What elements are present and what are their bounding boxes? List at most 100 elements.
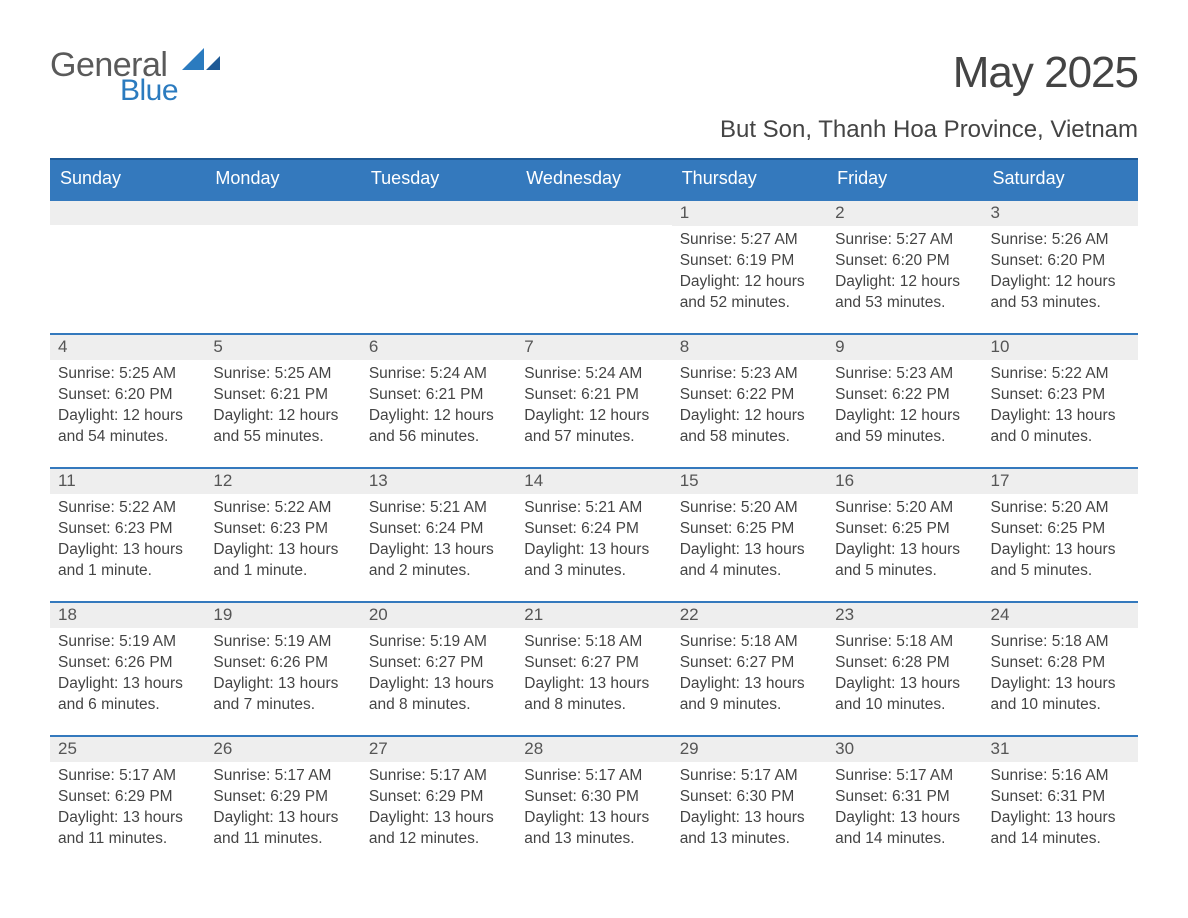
page: General Blue May 2025 But Son, Thanh Hoa… bbox=[0, 0, 1188, 909]
sunrise-line: Sunrise: 5:17 AM bbox=[680, 766, 819, 787]
day-details: Sunrise: 5:19 AMSunset: 6:26 PMDaylight:… bbox=[205, 628, 360, 726]
calendar-day: 5Sunrise: 5:25 AMSunset: 6:21 PMDaylight… bbox=[205, 335, 360, 467]
sunrise-line: Sunrise: 5:22 AM bbox=[991, 364, 1130, 385]
calendar-day: 1Sunrise: 5:27 AMSunset: 6:19 PMDaylight… bbox=[672, 201, 827, 333]
sunset-line: Sunset: 6:21 PM bbox=[524, 385, 663, 406]
daylight-line: Daylight: 13 hours and 10 minutes. bbox=[835, 674, 974, 716]
daylight-line: Daylight: 12 hours and 55 minutes. bbox=[213, 406, 352, 448]
calendar-day: 19Sunrise: 5:19 AMSunset: 6:26 PMDayligh… bbox=[205, 603, 360, 735]
sunset-line: Sunset: 6:25 PM bbox=[835, 519, 974, 540]
daylight-line: Daylight: 12 hours and 54 minutes. bbox=[58, 406, 197, 448]
sunset-line: Sunset: 6:31 PM bbox=[991, 787, 1130, 808]
day-details: Sunrise: 5:25 AMSunset: 6:20 PMDaylight:… bbox=[50, 360, 205, 458]
calendar-day: 23Sunrise: 5:18 AMSunset: 6:28 PMDayligh… bbox=[827, 603, 982, 735]
day-details: Sunrise: 5:17 AMSunset: 6:29 PMDaylight:… bbox=[205, 762, 360, 860]
sunset-line: Sunset: 6:28 PM bbox=[835, 653, 974, 674]
calendar-day: 14Sunrise: 5:21 AMSunset: 6:24 PMDayligh… bbox=[516, 469, 671, 601]
sunrise-line: Sunrise: 5:25 AM bbox=[213, 364, 352, 385]
daylight-line: Daylight: 13 hours and 4 minutes. bbox=[680, 540, 819, 582]
daylight-line: Daylight: 13 hours and 13 minutes. bbox=[524, 808, 663, 850]
day-number: 13 bbox=[361, 469, 516, 494]
weekday-header: Friday bbox=[827, 160, 982, 199]
daylight-line: Daylight: 12 hours and 59 minutes. bbox=[835, 406, 974, 448]
day-number: 8 bbox=[672, 335, 827, 360]
day-details: Sunrise: 5:19 AMSunset: 6:26 PMDaylight:… bbox=[50, 628, 205, 726]
sunrise-line: Sunrise: 5:27 AM bbox=[680, 230, 819, 251]
daylight-line: Daylight: 12 hours and 52 minutes. bbox=[680, 272, 819, 314]
day-number: 3 bbox=[983, 201, 1138, 226]
day-number: 22 bbox=[672, 603, 827, 628]
day-details: Sunrise: 5:20 AMSunset: 6:25 PMDaylight:… bbox=[827, 494, 982, 592]
weekday-header: Wednesday bbox=[516, 160, 671, 199]
sunrise-line: Sunrise: 5:18 AM bbox=[991, 632, 1130, 653]
daylight-line: Daylight: 13 hours and 7 minutes. bbox=[213, 674, 352, 716]
sunset-line: Sunset: 6:27 PM bbox=[369, 653, 508, 674]
day-details: Sunrise: 5:17 AMSunset: 6:29 PMDaylight:… bbox=[361, 762, 516, 860]
daylight-line: Daylight: 12 hours and 58 minutes. bbox=[680, 406, 819, 448]
day-number: 12 bbox=[205, 469, 360, 494]
calendar-day: 3Sunrise: 5:26 AMSunset: 6:20 PMDaylight… bbox=[983, 201, 1138, 333]
sunrise-line: Sunrise: 5:27 AM bbox=[835, 230, 974, 251]
day-number: 28 bbox=[516, 737, 671, 762]
day-number bbox=[361, 201, 516, 225]
sunrise-line: Sunrise: 5:17 AM bbox=[213, 766, 352, 787]
calendar-day: 28Sunrise: 5:17 AMSunset: 6:30 PMDayligh… bbox=[516, 737, 671, 869]
day-number: 31 bbox=[983, 737, 1138, 762]
day-details: Sunrise: 5:24 AMSunset: 6:21 PMDaylight:… bbox=[361, 360, 516, 458]
day-number bbox=[50, 201, 205, 225]
sunset-line: Sunset: 6:23 PM bbox=[991, 385, 1130, 406]
sunrise-line: Sunrise: 5:19 AM bbox=[213, 632, 352, 653]
daylight-line: Daylight: 13 hours and 3 minutes. bbox=[524, 540, 663, 582]
month-title: May 2025 bbox=[720, 48, 1138, 98]
daylight-line: Daylight: 13 hours and 5 minutes. bbox=[991, 540, 1130, 582]
day-details: Sunrise: 5:22 AMSunset: 6:23 PMDaylight:… bbox=[983, 360, 1138, 458]
sunset-line: Sunset: 6:21 PM bbox=[213, 385, 352, 406]
day-details: Sunrise: 5:20 AMSunset: 6:25 PMDaylight:… bbox=[983, 494, 1138, 592]
daylight-line: Daylight: 13 hours and 2 minutes. bbox=[369, 540, 508, 582]
daylight-line: Daylight: 13 hours and 10 minutes. bbox=[991, 674, 1130, 716]
daylight-line: Daylight: 13 hours and 14 minutes. bbox=[835, 808, 974, 850]
day-number: 11 bbox=[50, 469, 205, 494]
logo-mark-icon bbox=[182, 48, 220, 78]
daylight-line: Daylight: 13 hours and 11 minutes. bbox=[58, 808, 197, 850]
day-number: 16 bbox=[827, 469, 982, 494]
calendar-day: 27Sunrise: 5:17 AMSunset: 6:29 PMDayligh… bbox=[361, 737, 516, 869]
sunset-line: Sunset: 6:20 PM bbox=[835, 251, 974, 272]
day-details: Sunrise: 5:17 AMSunset: 6:31 PMDaylight:… bbox=[827, 762, 982, 860]
sunrise-line: Sunrise: 5:19 AM bbox=[369, 632, 508, 653]
daylight-line: Daylight: 12 hours and 53 minutes. bbox=[991, 272, 1130, 314]
calendar-day: 21Sunrise: 5:18 AMSunset: 6:27 PMDayligh… bbox=[516, 603, 671, 735]
daylight-line: Daylight: 13 hours and 12 minutes. bbox=[369, 808, 508, 850]
location: But Son, Thanh Hoa Province, Vietnam bbox=[720, 116, 1138, 144]
day-number: 2 bbox=[827, 201, 982, 226]
day-number: 4 bbox=[50, 335, 205, 360]
sunset-line: Sunset: 6:26 PM bbox=[213, 653, 352, 674]
sunset-line: Sunset: 6:30 PM bbox=[524, 787, 663, 808]
sunset-line: Sunset: 6:29 PM bbox=[58, 787, 197, 808]
sunset-line: Sunset: 6:23 PM bbox=[58, 519, 197, 540]
calendar-weeks: 1Sunrise: 5:27 AMSunset: 6:19 PMDaylight… bbox=[50, 199, 1138, 869]
day-details: Sunrise: 5:27 AMSunset: 6:19 PMDaylight:… bbox=[672, 226, 827, 324]
day-number: 10 bbox=[983, 335, 1138, 360]
day-number: 15 bbox=[672, 469, 827, 494]
day-details: Sunrise: 5:21 AMSunset: 6:24 PMDaylight:… bbox=[516, 494, 671, 592]
sunrise-line: Sunrise: 5:22 AM bbox=[58, 498, 197, 519]
sunrise-line: Sunrise: 5:23 AM bbox=[680, 364, 819, 385]
day-number: 20 bbox=[361, 603, 516, 628]
day-number: 29 bbox=[672, 737, 827, 762]
calendar-week: 4Sunrise: 5:25 AMSunset: 6:20 PMDaylight… bbox=[50, 333, 1138, 467]
day-number: 25 bbox=[50, 737, 205, 762]
calendar-day: 9Sunrise: 5:23 AMSunset: 6:22 PMDaylight… bbox=[827, 335, 982, 467]
calendar-day: 22Sunrise: 5:18 AMSunset: 6:27 PMDayligh… bbox=[672, 603, 827, 735]
calendar-day: 11Sunrise: 5:22 AMSunset: 6:23 PMDayligh… bbox=[50, 469, 205, 601]
sunrise-line: Sunrise: 5:24 AM bbox=[524, 364, 663, 385]
calendar-day: 26Sunrise: 5:17 AMSunset: 6:29 PMDayligh… bbox=[205, 737, 360, 869]
day-details: Sunrise: 5:22 AMSunset: 6:23 PMDaylight:… bbox=[205, 494, 360, 592]
logo: General Blue bbox=[50, 48, 220, 106]
calendar-day: 2Sunrise: 5:27 AMSunset: 6:20 PMDaylight… bbox=[827, 201, 982, 333]
day-number bbox=[516, 201, 671, 225]
day-number: 21 bbox=[516, 603, 671, 628]
sunrise-line: Sunrise: 5:20 AM bbox=[680, 498, 819, 519]
sunrise-line: Sunrise: 5:25 AM bbox=[58, 364, 197, 385]
sunset-line: Sunset: 6:23 PM bbox=[213, 519, 352, 540]
